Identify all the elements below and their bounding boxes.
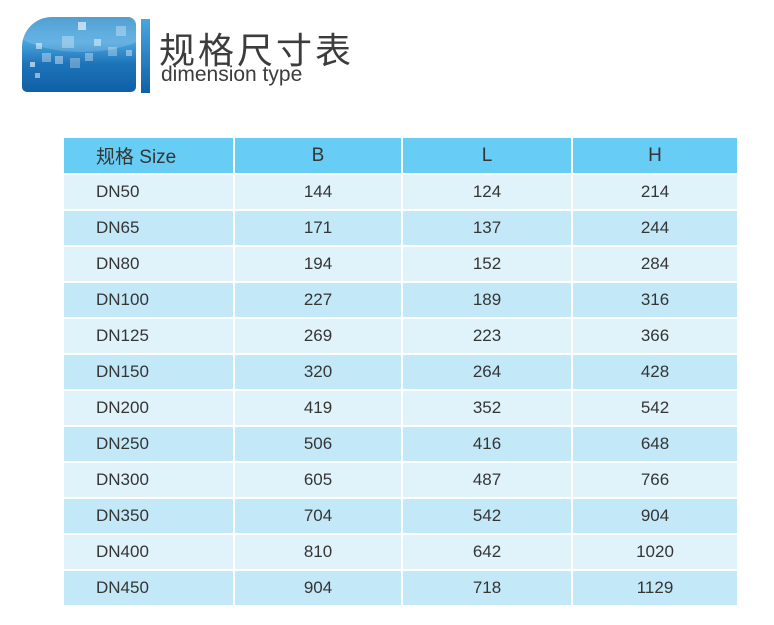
header-row: 规格 Size B L H (62, 136, 739, 175)
cell-size: DN150 (62, 353, 235, 391)
column-header-size: 规格 Size (62, 136, 235, 175)
cell-dim-B: 227 (233, 281, 403, 319)
cell-dim-B: 194 (233, 245, 403, 283)
table-row: DN150 320 264 428 (62, 353, 739, 391)
cell-size: DN125 (62, 317, 235, 355)
logo-sparkle-square (35, 73, 40, 78)
cell-size: DN200 (62, 389, 235, 427)
cell-size: DN100 (62, 281, 235, 319)
cell-dim-L: 718 (401, 569, 573, 607)
cell-dim-H: 648 (571, 425, 739, 463)
dimension-table: 规格 Size B L H DN50 144 124 214 DN65 171 137 244… (62, 136, 739, 607)
logo-sparkle-square (42, 53, 51, 62)
logo-sparkle-square (116, 26, 126, 36)
logo-sparkle-square (78, 22, 86, 30)
table-row: DN350 704 542 904 (62, 497, 739, 535)
logo-sparkle-square (94, 39, 101, 46)
column-header-b: B (233, 136, 403, 175)
cell-dim-L: 542 (401, 497, 573, 535)
cell-size: DN80 (62, 245, 235, 283)
cell-dim-H: 366 (571, 317, 739, 355)
cell-dim-B: 704 (233, 497, 403, 535)
cell-dim-L: 137 (401, 209, 573, 247)
cell-dim-L: 152 (401, 245, 573, 283)
logo-sparkle-square (70, 58, 80, 68)
table-row: DN50 144 124 214 (62, 173, 739, 211)
cell-dim-H: 542 (571, 389, 739, 427)
cell-dim-L: 223 (401, 317, 573, 355)
cell-dim-H: 284 (571, 245, 739, 283)
brand-logo-icon (22, 17, 136, 92)
cell-dim-L: 264 (401, 353, 573, 391)
cell-size: DN50 (62, 173, 235, 211)
cell-size: DN65 (62, 209, 235, 247)
logo-accent-bar (141, 19, 150, 93)
cell-dim-B: 171 (233, 209, 403, 247)
table-row: DN400 810 642 1020 (62, 533, 739, 571)
cell-dim-L: 352 (401, 389, 573, 427)
logo-sparkle-square (126, 50, 132, 56)
cell-dim-L: 189 (401, 281, 573, 319)
table-row: DN300 605 487 766 (62, 461, 739, 499)
cell-dim-L: 124 (401, 173, 573, 211)
table-row: DN100 227 189 316 (62, 281, 739, 319)
cell-dim-B: 144 (233, 173, 403, 211)
logo-sparkle-square (108, 47, 117, 56)
cell-dim-B: 419 (233, 389, 403, 427)
cell-dim-H: 904 (571, 497, 739, 535)
cell-size: DN250 (62, 425, 235, 463)
cell-dim-H: 214 (571, 173, 739, 211)
cell-dim-B: 810 (233, 533, 403, 571)
cell-dim-H: 766 (571, 461, 739, 499)
section-title-zh: 规格尺寸表 (159, 30, 355, 71)
cell-dim-H: 244 (571, 209, 739, 247)
cell-dim-B: 269 (233, 317, 403, 355)
cell-size: DN300 (62, 461, 235, 499)
table-row: DN450 904 718 1129 (62, 569, 739, 607)
cell-dim-B: 904 (233, 569, 403, 607)
logo-sparkle-square (62, 36, 74, 48)
table-row: DN250 506 416 648 (62, 425, 739, 463)
logo-sparkle-square (36, 43, 42, 49)
cell-dim-H: 1129 (571, 569, 739, 607)
cell-dim-L: 642 (401, 533, 573, 571)
section-title-en: dimension type (161, 63, 303, 86)
column-header-h: H (571, 136, 739, 175)
cell-dim-L: 416 (401, 425, 573, 463)
logo-sparkle-square (30, 62, 35, 67)
logo-sparkle-square (55, 56, 63, 64)
cell-dim-B: 605 (233, 461, 403, 499)
cell-dim-H: 428 (571, 353, 739, 391)
table-row: DN80 194 152 284 (62, 245, 739, 283)
cell-dim-B: 320 (233, 353, 403, 391)
cell-dim-L: 487 (401, 461, 573, 499)
cell-dim-H: 316 (571, 281, 739, 319)
logo-sparkle-square (85, 53, 93, 61)
cell-size: DN400 (62, 533, 235, 571)
table-header: 规格 Size B L H (62, 136, 739, 175)
cell-size: DN350 (62, 497, 235, 535)
column-header-l: L (401, 136, 573, 175)
cell-dim-H: 1020 (571, 533, 739, 571)
table-body: DN50 144 124 214 DN65 171 137 244 DN80 194 152 284 D… (62, 173, 739, 607)
table-row: DN65 171 137 244 (62, 209, 739, 247)
table-row: DN200 419 352 542 (62, 389, 739, 427)
cell-dim-B: 506 (233, 425, 403, 463)
cell-size: DN450 (62, 569, 235, 607)
table-row: DN125 269 223 366 (62, 317, 739, 355)
